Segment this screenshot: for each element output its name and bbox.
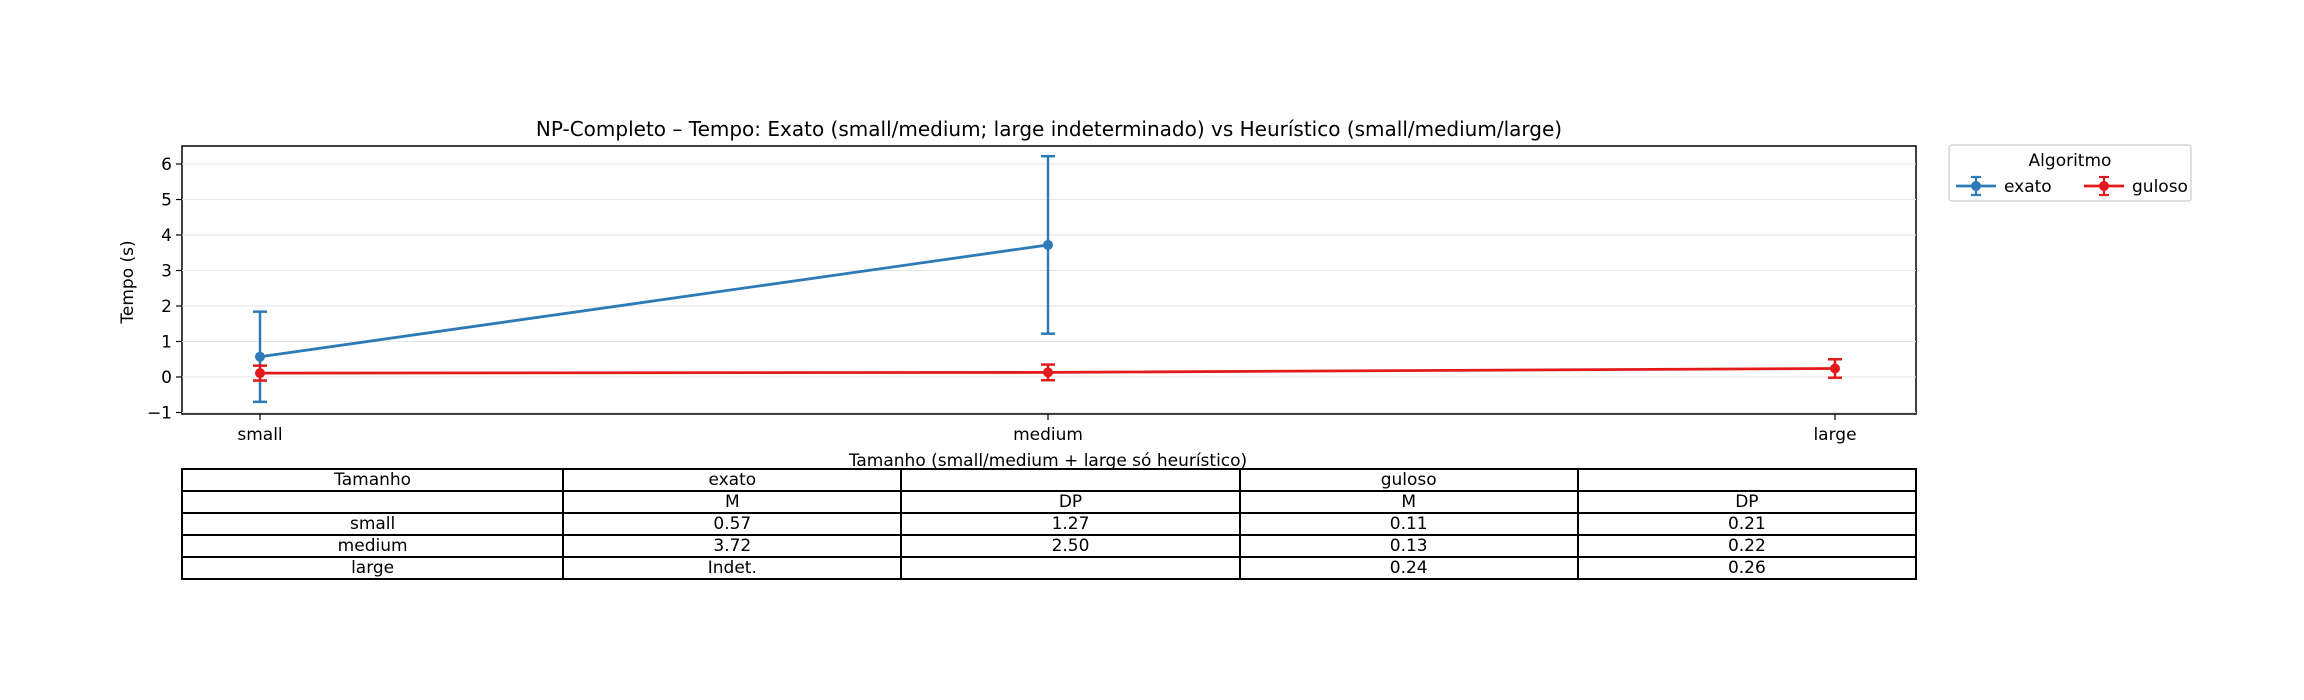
table-cell: 0.11: [1238, 512, 1579, 536]
x-tick-label: small: [237, 425, 282, 445]
y-tick-label: 6: [161, 155, 172, 175]
x-tick-label: large: [1813, 425, 1856, 445]
legend: Algoritmo exato guloso: [1948, 144, 2192, 202]
legend-title: Algoritmo: [2029, 151, 2112, 171]
table-cell: [180, 490, 565, 514]
table-cell: Tamanho: [180, 468, 565, 492]
table-cell: 0.24: [1238, 556, 1579, 580]
y-tick-label: 0: [161, 368, 172, 388]
table-cell: [1576, 468, 1918, 492]
table-cell: medium: [180, 534, 565, 558]
table-cell: 3.72: [562, 534, 903, 558]
y-tick-label: 2: [161, 297, 172, 317]
data-point-guloso: [1830, 363, 1840, 374]
series-layer: [253, 154, 1842, 404]
table-cell: small: [180, 512, 565, 536]
table-cell: 0.57: [562, 512, 903, 536]
table-cell: large: [180, 556, 565, 580]
table-row: medium 3.72 2.50 0.13 0.22: [180, 534, 1918, 558]
data-point-exato: [255, 351, 265, 362]
table-row: M DP M DP: [180, 490, 1918, 514]
y-tick-label: 4: [161, 226, 172, 246]
x-tick-label: medium: [1013, 425, 1083, 445]
y-tick-label: 5: [161, 191, 172, 211]
legend-box: [1948, 144, 2192, 202]
data-table: Tamanho exato guloso M DP M DP small 0.57 1.27 0.1…: [180, 468, 1918, 580]
series-exato: [253, 154, 1055, 404]
data-point-guloso: [1043, 367, 1053, 378]
data-point-exato: [1043, 239, 1053, 250]
chart-title: NP-Completo – Tempo: Exato (small/medium…: [536, 117, 1562, 141]
legend-label-guloso: guloso: [2132, 177, 2188, 197]
table-cell: 1.27: [900, 512, 1241, 536]
table-cell: 0.21: [1576, 512, 1918, 536]
table-cell: [900, 468, 1241, 492]
series-guloso: [253, 358, 1842, 382]
y-axis: −1 0 1 2 3 4 5 6: [147, 155, 182, 424]
table-cell: exato: [562, 468, 903, 492]
table-cell: DP: [900, 490, 1241, 514]
x-axis: small medium large: [237, 414, 1857, 445]
legend-label-exato: exato: [2004, 177, 2052, 197]
table-cell: M: [562, 490, 903, 514]
table-row: Tamanho exato guloso: [180, 468, 1918, 492]
table-cell: 2.50: [900, 534, 1241, 558]
y-tick-label: 1: [161, 333, 172, 353]
legend-marker-guloso: [2099, 181, 2109, 191]
table-cell: [900, 556, 1241, 580]
series-line-exato: [259, 243, 1049, 359]
legend-item-exato: exato: [1956, 175, 2052, 197]
table-cell: Indet.: [562, 556, 903, 580]
table-cell: DP: [1576, 490, 1918, 514]
table-cell: 0.13: [1238, 534, 1579, 558]
table-row: small 0.57 1.27 0.11 0.21: [180, 512, 1918, 536]
x-axis-label: Tamanho (small/medium + large só heuríst…: [848, 451, 1247, 471]
y-tick-label: 3: [161, 262, 172, 282]
table-cell: 0.26: [1576, 556, 1918, 580]
table-cell: guloso: [1238, 468, 1579, 492]
table-row: large Indet. 0.24 0.26: [180, 556, 1918, 580]
legend-marker-exato: [1971, 181, 1981, 191]
legend-item-guloso: guloso: [2084, 175, 2188, 197]
plot-area: [181, 145, 1917, 415]
y-tick-label: −1: [147, 404, 172, 424]
table-cell: M: [1238, 490, 1579, 514]
y-axis-label: Tempo (s): [118, 240, 138, 324]
table-cell: 0.22: [1576, 534, 1918, 558]
data-point-guloso: [255, 368, 265, 379]
